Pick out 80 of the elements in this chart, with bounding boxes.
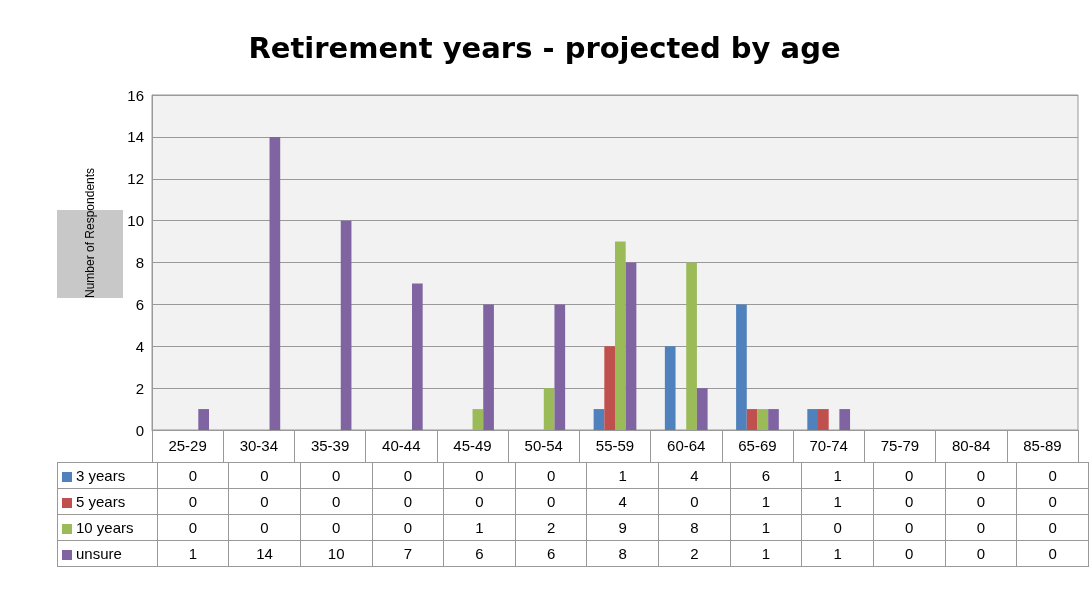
data-label: 2 [658, 540, 731, 567]
data-label: 9 [586, 514, 659, 541]
data-label: 6 [443, 540, 516, 567]
data-label: 2 [515, 514, 587, 541]
data-label: 1 [801, 540, 874, 567]
x-tick-label: 25-29 [168, 437, 207, 454]
data-label: 0 [157, 514, 229, 541]
data-label: 0 [300, 488, 373, 515]
x-tick-label: 35-39 [310, 437, 350, 454]
x-tick-label: 80-84 [951, 437, 991, 454]
data-label: 1 [801, 462, 874, 489]
y-tick-label: 14 [127, 128, 144, 146]
data-label: 0 [1016, 540, 1089, 567]
data-label: 1 [586, 462, 659, 489]
x-tick-label: 45-49 [453, 437, 492, 454]
data-label: 10 [300, 540, 373, 567]
data-label: 0 [945, 462, 1017, 489]
data-label: 0 [515, 462, 587, 489]
y-tick-label: 4 [135, 337, 144, 355]
legend-label: 10 years [57, 514, 158, 541]
chart-title: Retirement years - projected by age [248, 30, 841, 65]
data-label: 1 [443, 514, 516, 541]
legend-label: 5 years [57, 488, 158, 515]
legend-label: 3 years [57, 462, 158, 489]
x-tick-label: 70-74 [809, 437, 848, 454]
data-label: 0 [801, 514, 874, 541]
data-label: 1 [730, 514, 802, 541]
x-tick-label: 55-59 [595, 437, 635, 454]
data-label: 0 [443, 488, 516, 515]
data-label: 4 [658, 462, 731, 489]
data-label: 0 [945, 514, 1017, 541]
data-label: 0 [157, 462, 229, 489]
x-tick-label: 65-69 [738, 437, 777, 454]
y-tick-label: 10 [127, 212, 144, 230]
data-label: 0 [658, 488, 731, 515]
data-label: 6 [730, 462, 802, 489]
data-label: 14 [228, 540, 301, 567]
data-label: 0 [228, 462, 301, 489]
data-label: 1 [730, 488, 802, 515]
x-tick-label: 60-64 [667, 437, 706, 454]
data-label: 0 [300, 462, 373, 489]
y-tick-label: 12 [127, 170, 144, 188]
data-label: 0 [372, 488, 444, 515]
data-label: 0 [228, 514, 301, 541]
y-tick-label: 6 [135, 295, 144, 313]
y-tick-label: 2 [135, 379, 144, 397]
data-label: 0 [300, 514, 373, 541]
x-tick-label: 85-89 [1023, 437, 1062, 454]
data-label: 0 [228, 488, 301, 515]
data-label: 4 [586, 488, 659, 515]
data-label: 0 [945, 488, 1017, 515]
data-label: 0 [157, 488, 229, 515]
data-label: 6 [515, 540, 587, 567]
data-label: 0 [873, 514, 946, 541]
data-label: 0 [873, 462, 946, 489]
data-label: 1 [801, 488, 874, 515]
data-label: 0 [873, 540, 946, 567]
data-label: 0 [372, 514, 444, 541]
x-tick-label: 30-34 [239, 437, 279, 454]
data-label: 0 [372, 462, 444, 489]
data-label: 8 [586, 540, 659, 567]
data-label: 0 [1016, 462, 1089, 489]
y-axis-title: Number of Respondents [83, 167, 97, 298]
data-label: 1 [157, 540, 229, 567]
data-label: 0 [1016, 488, 1089, 515]
y-tick-label: 8 [135, 254, 144, 271]
data-label: 0 [873, 488, 946, 515]
data-label: 0 [945, 540, 1017, 567]
data-label: 0 [515, 488, 587, 515]
data-label: 1 [730, 540, 802, 567]
x-tick-label: 50-54 [524, 437, 563, 454]
data-label: 8 [658, 514, 731, 541]
x-tick-label: 75-79 [880, 437, 920, 454]
y-tick-label: 16 [127, 86, 144, 104]
legend-label: unsure [57, 540, 158, 567]
data-label: 7 [372, 540, 444, 567]
data-label: 0 [443, 462, 516, 489]
data-label: 0 [1016, 514, 1089, 541]
y-tick-label: 0 [135, 421, 144, 439]
x-tick-label: 40-44 [382, 437, 421, 454]
